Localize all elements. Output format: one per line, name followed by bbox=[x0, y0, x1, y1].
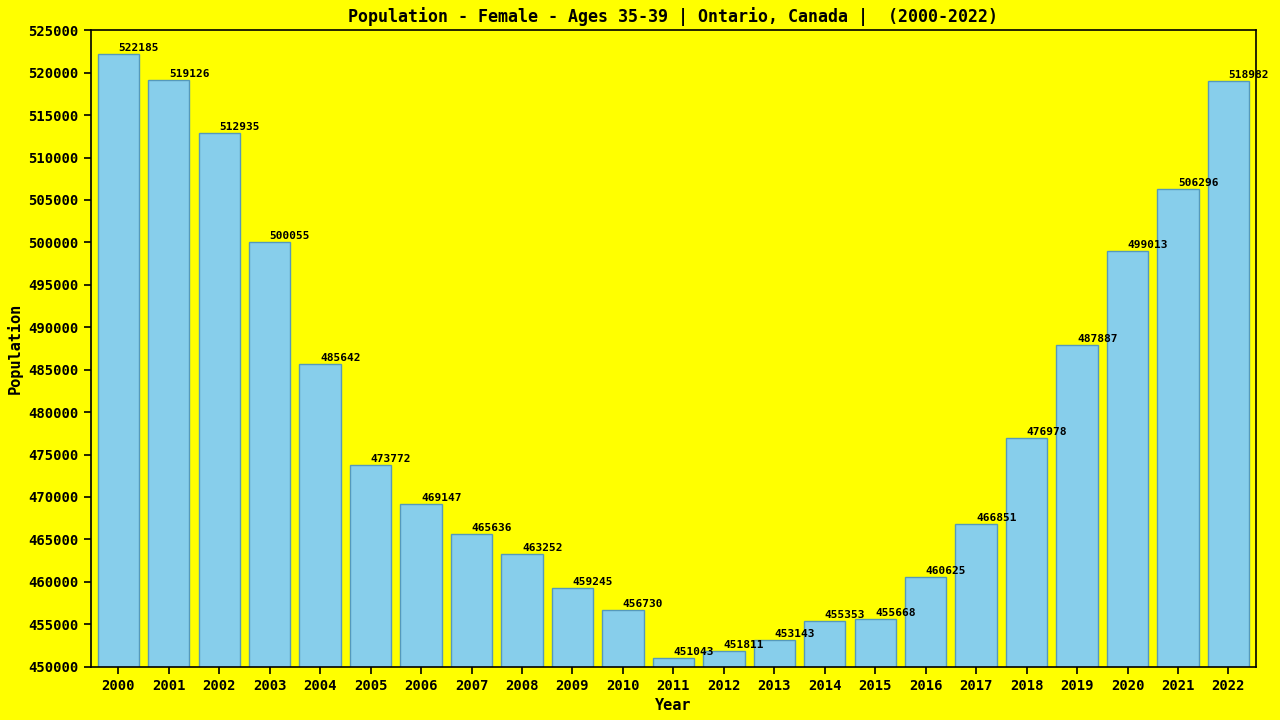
Bar bbox=[703, 652, 745, 720]
Text: 465636: 465636 bbox=[471, 523, 512, 534]
Text: 451043: 451043 bbox=[673, 647, 714, 657]
Text: 518982: 518982 bbox=[1229, 71, 1268, 81]
Bar bbox=[401, 504, 442, 720]
Bar bbox=[804, 621, 845, 720]
Text: 522185: 522185 bbox=[118, 43, 159, 53]
Bar bbox=[1056, 345, 1098, 720]
Text: 512935: 512935 bbox=[219, 122, 260, 132]
Text: 473772: 473772 bbox=[371, 454, 411, 464]
Text: 459245: 459245 bbox=[572, 577, 613, 588]
Text: 455668: 455668 bbox=[876, 608, 915, 618]
Bar bbox=[451, 534, 493, 720]
Bar bbox=[1208, 81, 1249, 720]
Text: 499013: 499013 bbox=[1128, 240, 1169, 250]
Bar bbox=[198, 132, 239, 720]
Bar bbox=[653, 658, 694, 720]
Bar bbox=[97, 54, 140, 720]
Bar bbox=[754, 640, 795, 720]
Title: Population - Female - Ages 35-39 | Ontario, Canada |  (2000-2022): Population - Female - Ages 35-39 | Ontar… bbox=[348, 7, 998, 26]
Bar bbox=[855, 618, 896, 720]
Bar bbox=[148, 80, 189, 720]
Text: 455353: 455353 bbox=[824, 611, 865, 621]
Bar bbox=[905, 577, 946, 720]
Text: 463252: 463252 bbox=[522, 544, 562, 554]
X-axis label: Year: Year bbox=[655, 698, 691, 713]
Bar bbox=[602, 610, 644, 720]
Bar bbox=[349, 465, 392, 720]
Bar bbox=[502, 554, 543, 720]
Text: 487887: 487887 bbox=[1076, 334, 1117, 344]
Text: 453143: 453143 bbox=[774, 629, 815, 639]
Bar bbox=[300, 364, 340, 720]
Text: 469147: 469147 bbox=[421, 493, 462, 503]
Bar bbox=[552, 588, 593, 720]
Text: 476978: 476978 bbox=[1027, 427, 1068, 437]
Y-axis label: Population: Population bbox=[6, 303, 23, 394]
Text: 485642: 485642 bbox=[320, 354, 361, 364]
Bar bbox=[250, 242, 291, 720]
Text: 500055: 500055 bbox=[270, 231, 310, 241]
Text: 506296: 506296 bbox=[1178, 178, 1219, 188]
Text: 466851: 466851 bbox=[977, 513, 1016, 523]
Text: 460625: 460625 bbox=[925, 566, 966, 576]
Bar bbox=[1006, 438, 1047, 720]
Text: 519126: 519126 bbox=[169, 69, 209, 79]
Bar bbox=[1107, 251, 1148, 720]
Text: 456730: 456730 bbox=[623, 599, 663, 608]
Bar bbox=[955, 523, 997, 720]
Text: 451811: 451811 bbox=[723, 641, 764, 650]
Bar bbox=[1157, 189, 1198, 720]
